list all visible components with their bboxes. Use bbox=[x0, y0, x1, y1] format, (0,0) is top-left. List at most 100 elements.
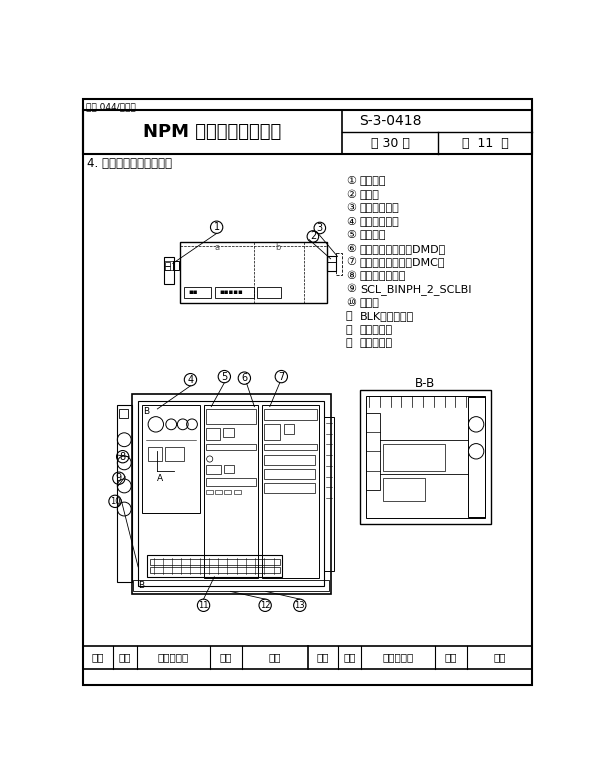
Bar bbox=[116, 405, 132, 582]
Bar bbox=[119, 409, 128, 418]
Bar bbox=[173, 261, 179, 270]
Text: 蜂鸣器: 蜂鸣器 bbox=[360, 190, 380, 200]
Text: 更改文件号: 更改文件号 bbox=[158, 653, 189, 663]
Text: 11: 11 bbox=[198, 601, 209, 610]
Text: 共 30 页: 共 30 页 bbox=[371, 137, 410, 150]
Text: ③: ③ bbox=[346, 204, 356, 214]
Text: ⑨: ⑨ bbox=[346, 284, 356, 294]
Text: 闸刀开关: 闸刀开关 bbox=[360, 176, 386, 186]
Bar bbox=[206, 490, 213, 493]
Text: 6: 6 bbox=[241, 373, 247, 383]
Bar bbox=[165, 448, 184, 462]
Text: 8: 8 bbox=[119, 451, 126, 462]
Text: A: A bbox=[157, 475, 163, 483]
Bar bbox=[206, 465, 221, 475]
Bar bbox=[206, 444, 256, 450]
Text: 第  11  页: 第 11 页 bbox=[462, 137, 509, 150]
Bar bbox=[138, 401, 325, 586]
Bar bbox=[149, 559, 280, 565]
Text: ⑩: ⑩ bbox=[346, 298, 356, 308]
Bar bbox=[265, 444, 317, 450]
Text: 更改文件号: 更改文件号 bbox=[382, 653, 413, 663]
Text: 语音报站电子板: 语音报站电子板 bbox=[360, 270, 406, 280]
Text: 标记: 标记 bbox=[92, 653, 104, 663]
Bar bbox=[265, 483, 315, 493]
Text: 日期: 日期 bbox=[493, 653, 506, 663]
Text: 日期: 日期 bbox=[269, 653, 281, 663]
Text: ⑪: ⑪ bbox=[346, 311, 353, 321]
Text: ⑦: ⑦ bbox=[346, 257, 356, 267]
Bar bbox=[165, 267, 170, 270]
Text: 13: 13 bbox=[295, 601, 305, 610]
Text: 门机驱动电子板（DMD）: 门机驱动电子板（DMD） bbox=[360, 244, 446, 254]
Text: ①: ① bbox=[346, 176, 356, 186]
Text: 4. 轿顶电器箱元件布置图: 4. 轿顶电器箱元件布置图 bbox=[87, 157, 172, 170]
Bar bbox=[265, 409, 317, 420]
Text: ▪▪▪▪▪: ▪▪▪▪▪ bbox=[219, 289, 243, 294]
Bar bbox=[327, 262, 336, 271]
Text: 4: 4 bbox=[187, 375, 194, 385]
Text: 高响度蜂鸣器: 高响度蜂鸣器 bbox=[360, 204, 400, 214]
Bar bbox=[83, 110, 532, 154]
Bar bbox=[327, 256, 336, 262]
Bar bbox=[265, 469, 315, 479]
Bar bbox=[215, 287, 254, 298]
Bar bbox=[233, 490, 241, 493]
Bar bbox=[206, 478, 256, 486]
Text: 10: 10 bbox=[110, 497, 120, 506]
Text: 12: 12 bbox=[260, 601, 271, 610]
Text: 处数: 处数 bbox=[344, 653, 356, 663]
Bar bbox=[325, 416, 334, 570]
Bar bbox=[366, 395, 485, 518]
Bar bbox=[149, 566, 280, 573]
Text: 门机控制电子板（DMC）: 门机控制电子板（DMC） bbox=[360, 257, 445, 267]
Bar bbox=[142, 405, 200, 513]
Bar bbox=[257, 287, 281, 298]
Bar bbox=[224, 465, 235, 473]
Text: ⑥: ⑥ bbox=[346, 244, 356, 254]
Bar bbox=[165, 262, 170, 266]
Text: 3: 3 bbox=[317, 223, 323, 233]
Bar bbox=[132, 393, 331, 594]
Bar bbox=[265, 455, 315, 465]
Text: ⑬: ⑬ bbox=[346, 338, 353, 348]
Bar bbox=[366, 413, 380, 490]
Bar bbox=[284, 424, 295, 434]
Bar bbox=[83, 646, 532, 669]
Bar bbox=[133, 580, 329, 591]
Text: ⑧: ⑧ bbox=[346, 270, 356, 280]
Text: a: a bbox=[214, 243, 219, 253]
Text: 放电电阻: 放电电阻 bbox=[360, 230, 386, 240]
Text: b: b bbox=[275, 243, 281, 253]
Text: B: B bbox=[143, 407, 149, 416]
Text: SCL_BINPH_2_SCLBI: SCL_BINPH_2_SCLBI bbox=[360, 284, 472, 295]
Bar bbox=[148, 556, 282, 577]
Text: 7: 7 bbox=[278, 371, 284, 382]
Bar bbox=[383, 444, 445, 471]
Text: 9: 9 bbox=[116, 473, 122, 483]
Bar bbox=[148, 448, 162, 462]
Bar bbox=[164, 257, 174, 284]
Bar bbox=[265, 424, 280, 440]
Text: ⑤: ⑤ bbox=[346, 230, 356, 240]
Text: 2: 2 bbox=[310, 232, 316, 242]
Text: 技表 044/第二版: 技表 044/第二版 bbox=[86, 103, 136, 111]
Text: 停电灯电源: 停电灯电源 bbox=[360, 338, 393, 348]
Bar bbox=[383, 478, 425, 501]
Text: 对讲机电源: 对讲机电源 bbox=[360, 325, 393, 335]
Text: 开关按钮组件: 开关按钮组件 bbox=[360, 217, 400, 227]
Text: ②: ② bbox=[346, 190, 356, 200]
Bar bbox=[224, 490, 231, 493]
Text: 签字: 签字 bbox=[445, 653, 457, 663]
Text: 签字: 签字 bbox=[220, 653, 232, 663]
Text: 1: 1 bbox=[214, 222, 220, 232]
Text: B: B bbox=[138, 581, 144, 591]
Bar bbox=[206, 428, 220, 440]
Bar bbox=[336, 253, 342, 275]
Bar bbox=[360, 390, 491, 524]
Bar bbox=[262, 405, 319, 578]
Text: 标记: 标记 bbox=[317, 653, 329, 663]
Text: ⑫: ⑫ bbox=[346, 325, 353, 335]
Text: ④: ④ bbox=[346, 217, 356, 227]
Bar bbox=[467, 397, 485, 517]
